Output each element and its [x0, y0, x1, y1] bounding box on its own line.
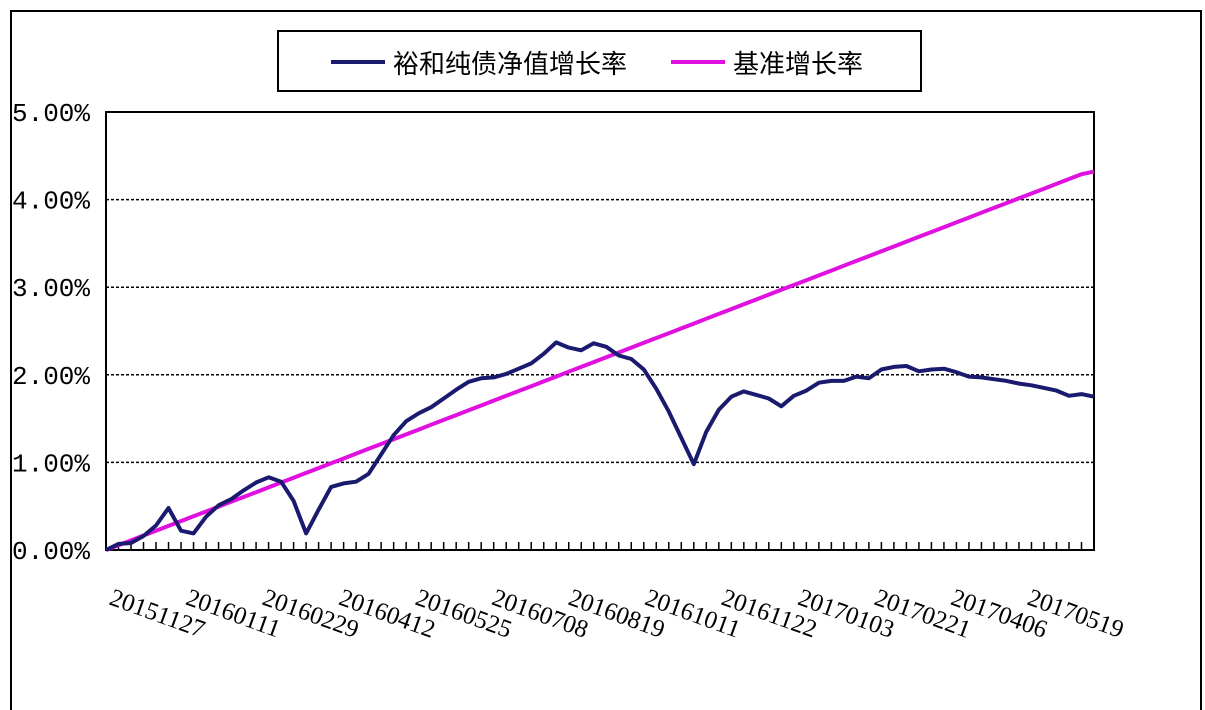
legend-label-benchmark: 基准增长率	[733, 49, 864, 80]
legend-swatch-nav	[331, 60, 385, 64]
legend-item-nav: 裕和纯债净值增长率	[331, 45, 628, 80]
x-axis-labels: 2015112720160111201602292016041220160525…	[106, 584, 1127, 644]
series-lines	[105, 169, 1095, 552]
y-axis-labels: 0.00% 1.00% 2.00% 3.00% 4.00% 5.00%	[12, 99, 90, 567]
y-tick-label: 2.00%	[12, 362, 90, 392]
legend-swatch-benchmark	[671, 60, 725, 64]
chart-frame	[10, 10, 1202, 710]
series-line-nav	[105, 340, 1095, 552]
legend-label-nav: 裕和纯债净值增长率	[393, 49, 628, 80]
y-tick-label: 4.00%	[12, 187, 90, 217]
legend: 裕和纯债净值增长率 基准增长率	[277, 30, 922, 92]
grid-lines	[106, 198, 1094, 464]
y-tick-label: 3.00%	[12, 274, 90, 304]
y-tick-label: 5.00%	[12, 99, 90, 129]
plot-area	[105, 111, 1095, 551]
y-tick-label: 1.00%	[12, 449, 90, 479]
series-line-benchmark	[105, 169, 1095, 552]
legend-item-benchmark: 基准增长率	[671, 45, 864, 80]
y-tick-label: 0.00%	[12, 537, 90, 567]
x-tick-marks	[105, 542, 1095, 550]
